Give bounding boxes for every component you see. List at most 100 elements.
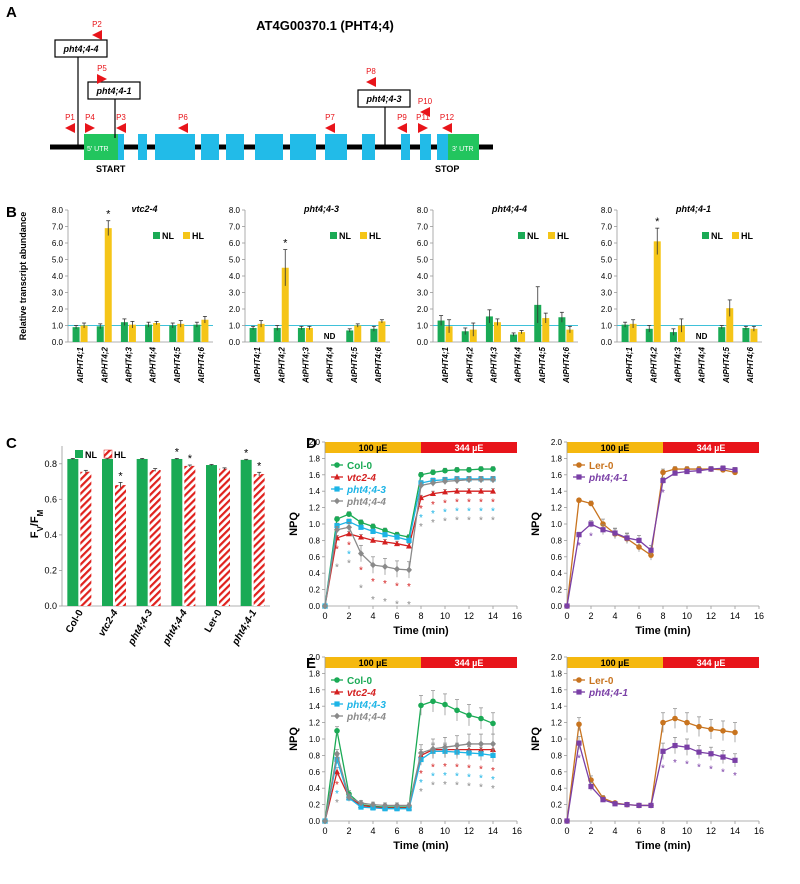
nd-label: ND — [324, 332, 336, 341]
y-tick-label: 3.0 — [229, 289, 241, 298]
bar-HL — [257, 323, 265, 342]
x-tick-label: 10 — [440, 826, 450, 836]
y-tick-label: 7.0 — [229, 223, 241, 232]
x-tick-label: 10 — [440, 611, 450, 621]
bar-NL — [718, 327, 726, 342]
x-tick-label: 4 — [612, 826, 617, 836]
significance-star: * — [455, 763, 459, 774]
x-tick-label: 4 — [370, 826, 375, 836]
point-Ler-0 — [684, 719, 690, 726]
point-vtc2-4 — [406, 542, 412, 549]
point-pht4;4-1 — [588, 783, 594, 790]
point-pht4;4-1 — [612, 530, 618, 536]
significance-star: * — [347, 558, 351, 569]
significance-star: * — [443, 498, 447, 509]
legend-label-vtc2-4: vtc2-4 — [347, 688, 376, 699]
significance-star: * — [257, 460, 262, 472]
point-pht4;4-4 — [454, 477, 460, 484]
y-tick-label: 0.0 — [44, 601, 57, 611]
significance-star: * — [419, 522, 423, 533]
y-tick-label: 1.4 — [309, 702, 321, 711]
point-Col-0 — [466, 467, 472, 473]
legend-marker — [334, 712, 340, 720]
x-tick-label: AtPHT4;6 — [197, 346, 206, 384]
bar-NL — [67, 458, 79, 606]
light-bar-high-label: 344 µE — [697, 658, 726, 668]
primer-label-P11: P11 — [416, 113, 430, 122]
point-pht4;4-4 — [418, 749, 424, 757]
significance-star: * — [383, 597, 387, 608]
x-tick-label: AtPHT4;2 — [649, 346, 658, 384]
significance-star: * — [419, 769, 423, 780]
bar-NL — [558, 317, 566, 342]
primer-label-P1: P1 — [65, 113, 75, 122]
significance-star: * — [455, 507, 459, 518]
x-axis-label: Time (min) — [635, 625, 691, 637]
significance-star: * — [467, 782, 471, 793]
panel-c: 0.0 0.2 0.4 0.6 0.8 FV/FM Col-0 * vtc2-4 pht4;4-3… — [29, 446, 270, 648]
significance-star: * — [335, 789, 339, 800]
point-Ler-0 — [660, 719, 666, 726]
y-tick-label: 0.6 — [551, 768, 563, 777]
bar-NL — [370, 328, 378, 342]
x-axis-label: Time (min) — [393, 625, 449, 637]
y-tick-label: 1.6 — [309, 686, 321, 695]
insertion-label-4-1: pht4;4-1 — [95, 86, 131, 96]
point-pht4;4-4 — [346, 523, 352, 531]
start-label: START — [96, 164, 126, 174]
x-tick-label: AtPHT4;1 — [625, 346, 634, 384]
significance-star: * — [467, 764, 471, 775]
y-tick-label: 2.0 — [52, 305, 64, 314]
primer-arrow-P2 — [92, 30, 102, 40]
primer-arrow-P6 — [178, 123, 188, 133]
point-pht4;4-1 — [672, 742, 678, 749]
y-tick-label: 0.4 — [309, 784, 321, 793]
x-tick-label: 0 — [322, 611, 327, 621]
significance-star: * — [443, 771, 447, 782]
legend-swatch-nl — [330, 232, 337, 239]
y-tick-label: 0.2 — [551, 586, 563, 595]
significance-star: * — [431, 509, 435, 520]
y-tick-label: 6.0 — [417, 239, 429, 248]
x-tick-label: pht4;4-3 — [126, 608, 156, 648]
point-vtc2-4 — [442, 488, 448, 495]
exon-5 — [226, 134, 244, 160]
x-tick-label: AtPHT4;3 — [489, 346, 498, 384]
point-pht4;4-1 — [720, 465, 726, 471]
y-tick-label: 0.6 — [309, 768, 321, 777]
significance-star: * — [383, 579, 387, 590]
significance-star: * — [188, 453, 193, 465]
point-pht4;4-1 — [648, 802, 654, 809]
light-bar-low — [567, 442, 663, 453]
legend-label-hl: HL — [369, 231, 381, 241]
point-vtc2-4 — [358, 533, 364, 540]
y-tick-label: 1.6 — [309, 471, 321, 480]
point-pht4;4-1 — [564, 818, 570, 824]
x-tick-label: 12 — [464, 611, 474, 621]
exon-6 — [255, 134, 283, 160]
point-Col-0 — [490, 720, 496, 727]
exon-11 — [420, 134, 431, 160]
y-tick-label: 6.0 — [52, 239, 64, 248]
y-axis-label: NPQ — [530, 512, 542, 536]
point-pht4;4-3 — [406, 537, 412, 543]
significance-star: * — [491, 516, 495, 527]
x-tick-label: AtPHT4;3 — [124, 346, 133, 384]
light-bar-high-label: 344 µE — [455, 658, 484, 668]
bar-NL — [485, 316, 493, 342]
insertion-label-4-4: pht4;4-4 — [62, 44, 98, 54]
point-Ler-0 — [696, 723, 702, 730]
significance-star: * — [455, 516, 459, 527]
point-vtc2-4 — [334, 768, 340, 775]
significance-star: * — [443, 507, 447, 518]
y-tick-label: 1.8 — [551, 669, 563, 678]
y-tick-label: 0.0 — [229, 338, 241, 347]
significance-star: * — [431, 518, 435, 529]
x-tick-label: AtPHT4;6 — [746, 346, 755, 384]
bar-HL — [80, 471, 92, 606]
y-tick-label: 0.0 — [52, 338, 64, 347]
y-tick-label: 2.0 — [551, 653, 563, 662]
significance-star: * — [491, 766, 495, 777]
bar-NL — [669, 332, 677, 342]
point-pht4;4-3 — [334, 756, 340, 763]
